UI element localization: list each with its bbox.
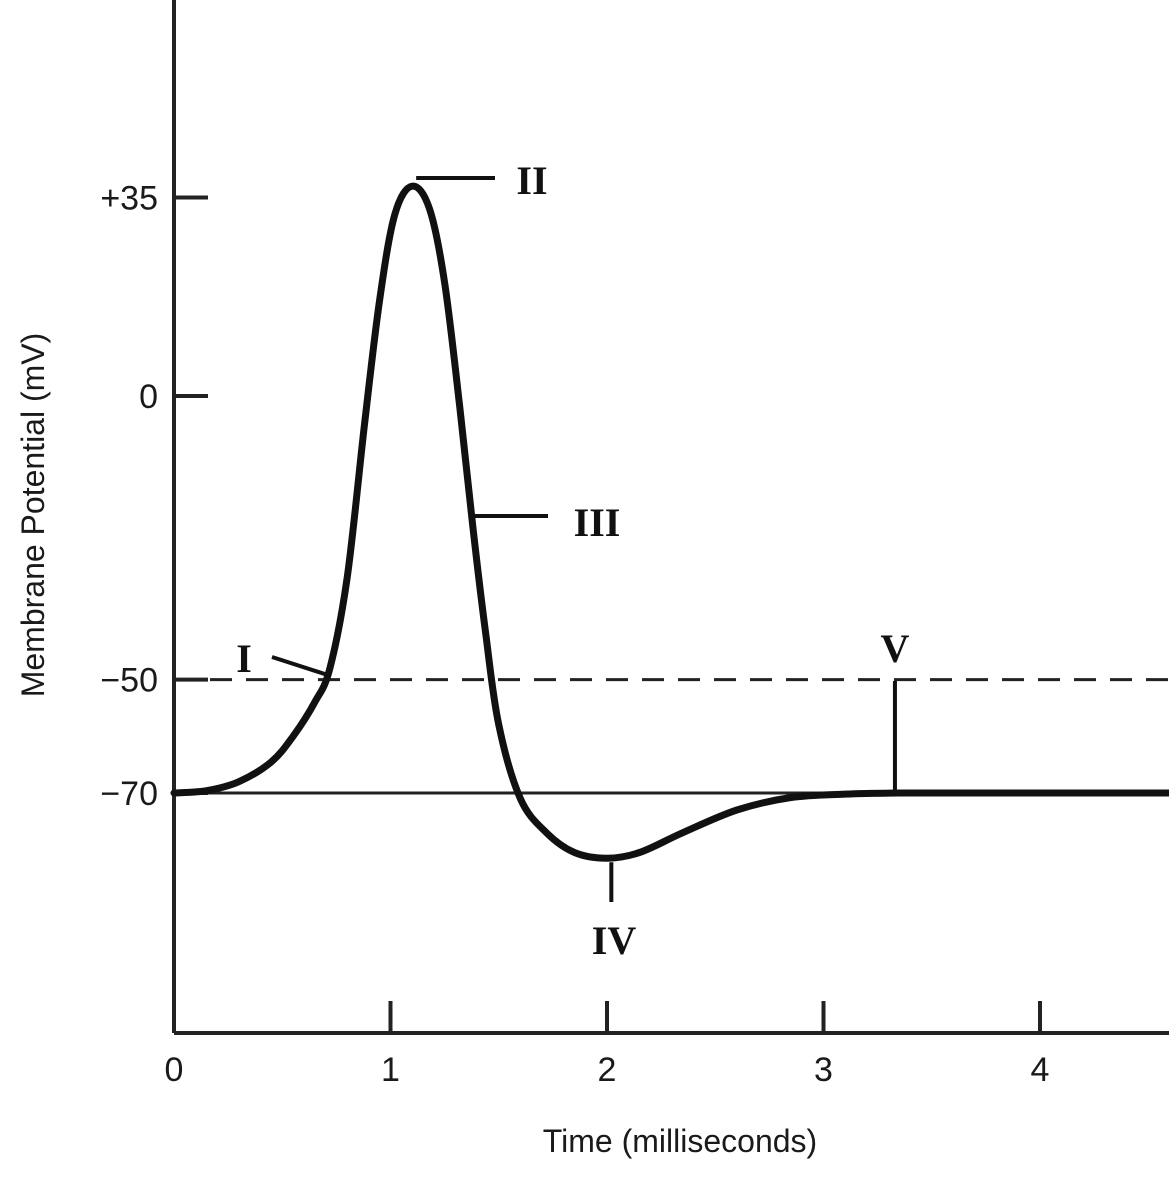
annotation-leader-i xyxy=(271,655,331,678)
x-axis-title: Time (milliseconds) xyxy=(543,1123,817,1159)
action-potential-curve xyxy=(170,182,1169,862)
annotation-label-iii: III xyxy=(574,500,621,545)
annotation-label-iv: IV xyxy=(592,918,637,963)
x-tick-label: 4 xyxy=(1031,1051,1050,1089)
y-ticks: +35 0 −50 −70 xyxy=(100,180,208,813)
reference-lines xyxy=(174,678,1169,795)
x-tick-label: 2 xyxy=(598,1051,617,1089)
x-tick-label: 1 xyxy=(381,1051,400,1089)
y-tick-label: 0 xyxy=(139,378,158,416)
x-tick-label: 0 xyxy=(165,1051,184,1089)
y-tick-label: +35 xyxy=(100,180,158,218)
annotation-label-ii: II xyxy=(516,158,547,203)
axes xyxy=(172,0,1169,1035)
x-ticks: 0 1 2 3 4 xyxy=(165,1001,1050,1089)
y-tick-label: −70 xyxy=(100,775,158,813)
x-tick-label: 3 xyxy=(814,1051,833,1089)
annotation-label-v: V xyxy=(880,626,909,671)
y-axis-title: Membrane Potential (mV) xyxy=(15,333,51,698)
annotation-label-i: I xyxy=(236,636,252,681)
y-tick-label: −50 xyxy=(100,662,158,700)
